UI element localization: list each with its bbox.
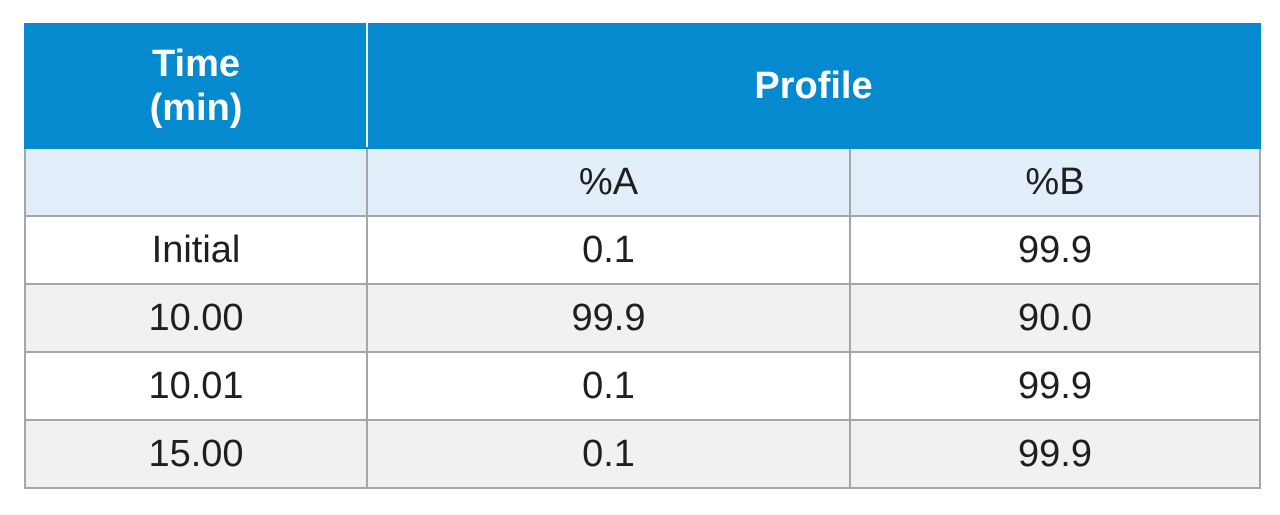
percent-a-cell: 0.1 (366, 351, 851, 421)
time-cell: 15.00 (24, 419, 368, 489)
table-header-row: Time (min) Profile (24, 23, 1261, 149)
percent-a-cell: 0.1 (366, 215, 851, 285)
table-row: 15.00 0.1 99.9 (24, 419, 1261, 489)
time-cell: 10.01 (24, 351, 368, 421)
table-row: Initial 0.1 99.9 (24, 215, 1261, 285)
percent-b-cell: 90.0 (849, 283, 1261, 353)
percent-b-cell: 99.9 (849, 215, 1261, 285)
percent-a-header: %A (366, 147, 851, 217)
time-cell: Initial (24, 215, 368, 285)
subheader-empty-cell (24, 147, 368, 217)
gradient-table-container: Time (min) Profile %A %B Initial 0.1 99.… (24, 23, 1261, 489)
time-header-line2: (min) (149, 87, 243, 129)
percent-a-cell: 0.1 (366, 419, 851, 489)
percent-b-cell: 99.9 (849, 351, 1261, 421)
percent-b-cell: 99.9 (849, 419, 1261, 489)
time-column-header: Time (min) (24, 23, 368, 149)
table-row: 10.01 0.1 99.9 (24, 351, 1261, 421)
time-header-line1: Time (151, 43, 240, 85)
table-subheader-row: %A %B (24, 147, 1261, 217)
table-row: 10.00 99.9 90.0 (24, 283, 1261, 353)
time-cell: 10.00 (24, 283, 368, 353)
percent-b-header: %B (849, 147, 1261, 217)
gradient-profile-table: Time (min) Profile %A %B Initial 0.1 99.… (24, 23, 1261, 489)
percent-a-cell: 99.9 (366, 283, 851, 353)
profile-column-header: Profile (366, 23, 1261, 149)
